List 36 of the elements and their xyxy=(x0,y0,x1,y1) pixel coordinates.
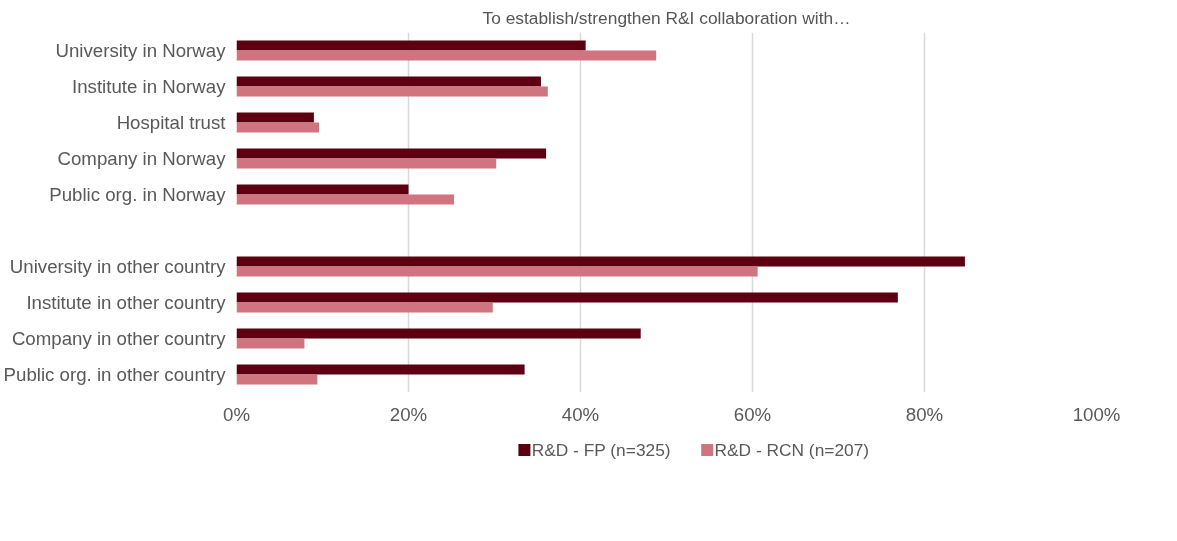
x-tick-label: 60% xyxy=(733,403,772,425)
bar xyxy=(236,86,548,97)
x-tick-label: 20% xyxy=(389,403,428,425)
y-tick-label: Institute in other country xyxy=(26,292,227,313)
x-tick-label: 40% xyxy=(561,403,600,425)
bar xyxy=(236,184,409,195)
bar xyxy=(236,122,320,133)
y-tick-label: University in other country xyxy=(9,256,227,277)
bar xyxy=(236,194,455,205)
y-tick-label: Public org. in other country xyxy=(3,364,227,385)
y-tick-label: University in Norway xyxy=(55,40,227,61)
legend-label: R&D - RCN (n=207) xyxy=(714,440,870,460)
bar xyxy=(236,158,497,169)
chart-title: To establish/strengthen R&I collaboration with… xyxy=(482,7,851,28)
y-tick-label: Hospital trust xyxy=(116,112,227,133)
bar xyxy=(236,112,314,123)
bar xyxy=(236,338,305,349)
y-tick-label: Company in other country xyxy=(11,328,227,349)
bar xyxy=(236,40,586,51)
x-tick-label: 80% xyxy=(905,403,944,425)
bar xyxy=(236,256,965,267)
bar xyxy=(236,328,641,339)
x-tick-label: 100% xyxy=(1072,403,1121,425)
legend-label: R&D - FP (n=325) xyxy=(531,440,671,460)
bar xyxy=(236,364,525,375)
x-tick-label: 0% xyxy=(223,403,250,425)
y-tick-label: Institute in Norway xyxy=(72,76,227,97)
y-tick-label: Public org. in Norway xyxy=(49,184,227,205)
bar xyxy=(236,292,898,303)
y-tick-label: Company in Norway xyxy=(57,148,227,169)
bar xyxy=(236,302,493,313)
bar xyxy=(236,148,547,159)
bar xyxy=(236,76,541,87)
bar xyxy=(236,266,758,277)
bar xyxy=(236,50,657,61)
bar xyxy=(236,374,318,385)
